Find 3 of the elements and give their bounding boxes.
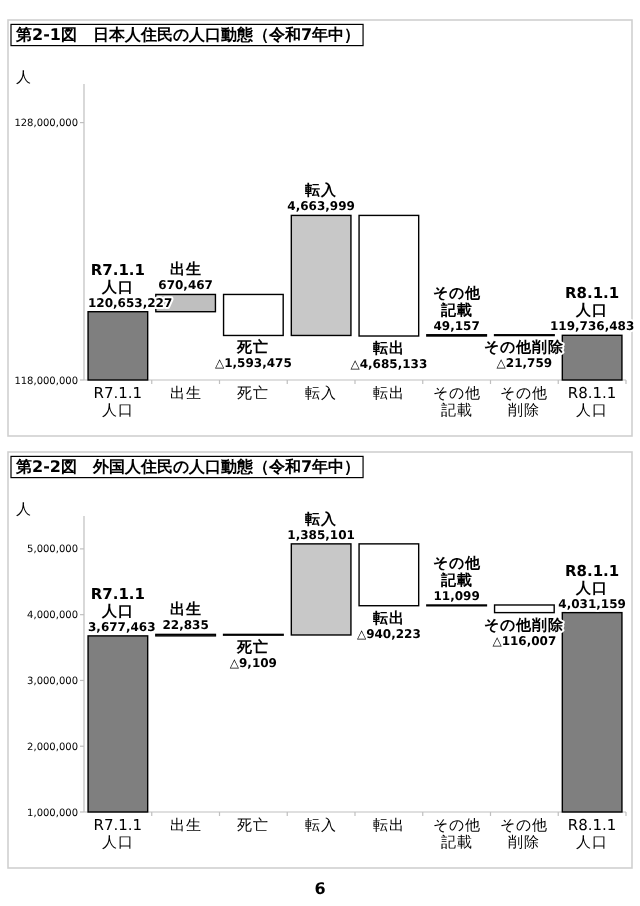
chart-title: 第2-2図 外国人住民の人口動態（令和7年中） — [14, 458, 361, 476]
chart-title: 第2-1図 日本人住民の人口動態（令和7年中） — [14, 26, 361, 44]
text: 6 — [314, 880, 327, 898]
